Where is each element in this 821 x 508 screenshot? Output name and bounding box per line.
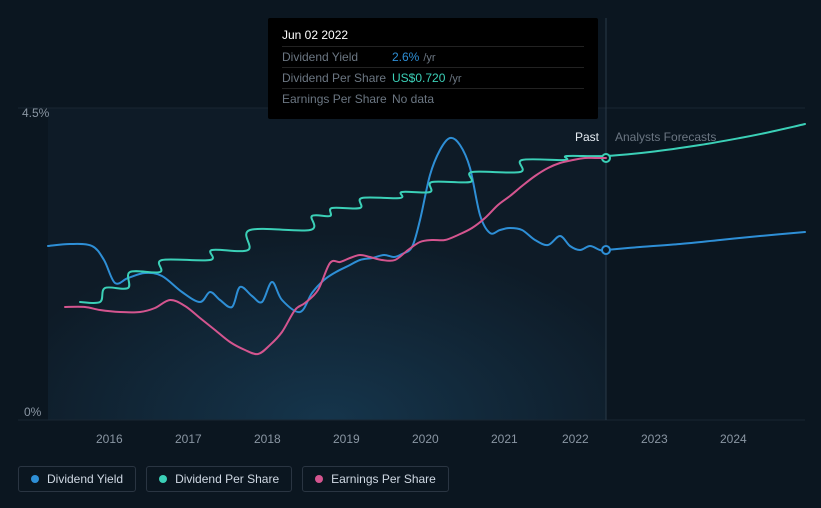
x-axis-label: 2016 [96, 432, 123, 446]
y-axis-label-min: 0% [24, 405, 41, 419]
legend-item-label: Dividend Per Share [175, 472, 279, 486]
legend-item-label: Dividend Yield [47, 472, 123, 486]
tooltip-row-label: Dividend Yield [282, 50, 392, 64]
x-axis-label: 2019 [333, 432, 360, 446]
legend-item-dividend-per-share[interactable]: Dividend Per Share [146, 466, 292, 492]
x-axis-label: 2021 [491, 432, 518, 446]
tooltip-row: Dividend Per ShareUS$0.720/yr [282, 67, 584, 88]
x-axis-label: 2022 [562, 432, 589, 446]
tooltip-row-value: No data [392, 92, 434, 106]
period-label-past: Past [575, 130, 599, 144]
tooltip-row-value: 2.6%/yr [392, 50, 436, 64]
x-axis-label: 2023 [641, 432, 668, 446]
legend-dot-icon [31, 475, 39, 483]
legend-item-dividend-yield[interactable]: Dividend Yield [18, 466, 136, 492]
x-axis-label: 2024 [720, 432, 747, 446]
chart-tooltip: Jun 02 2022 Dividend Yield2.6%/yrDividen… [268, 18, 598, 119]
legend-dot-icon [159, 475, 167, 483]
tooltip-date: Jun 02 2022 [282, 28, 584, 42]
tooltip-row-value: US$0.720/yr [392, 71, 462, 85]
tooltip-row: Earnings Per ShareNo data [282, 88, 584, 109]
legend-item-label: Earnings Per Share [331, 472, 436, 486]
x-axis-label: 2020 [412, 432, 439, 446]
x-axis-label: 2017 [175, 432, 202, 446]
legend-dot-icon [315, 475, 323, 483]
x-axis-label: 2018 [254, 432, 281, 446]
series-marker-dividend_yield [602, 246, 610, 254]
tooltip-row: Dividend Yield2.6%/yr [282, 46, 584, 67]
y-axis-label-max: 4.5% [22, 106, 49, 120]
period-label-forecast: Analysts Forecasts [615, 130, 716, 144]
tooltip-row-label: Dividend Per Share [282, 71, 392, 85]
legend: Dividend Yield Dividend Per Share Earnings… [18, 466, 449, 492]
dividend-chart: 4.5% 0% 2016 2017 2018 2019 2020 2021 2022 2023… [0, 0, 821, 508]
legend-item-earnings-per-share[interactable]: Earnings Per Share [302, 466, 449, 492]
tooltip-row-label: Earnings Per Share [282, 92, 392, 106]
